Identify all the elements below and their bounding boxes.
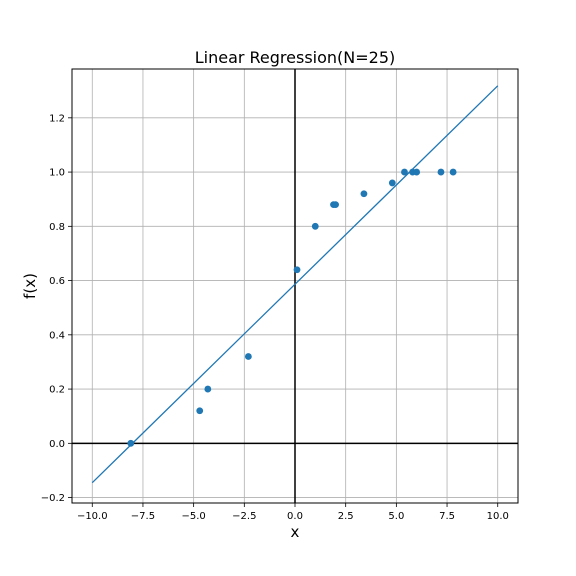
y-tick-label-7: 1.2 — [49, 113, 65, 124]
y-tick-label-6: 1.0 — [49, 168, 65, 179]
x-tick-label-2: −5.0 — [181, 511, 205, 522]
x-tick-label-5: 2.5 — [338, 511, 354, 522]
data-point-13 — [437, 168, 445, 176]
x-axis-label: x — [291, 523, 300, 541]
data-point-4 — [293, 266, 301, 274]
data-point-0 — [127, 439, 135, 447]
y-axis-label: f(x) — [21, 273, 39, 299]
x-tick-label-8: 10.0 — [487, 511, 509, 522]
reference-lines — [72, 69, 518, 503]
data-point-9 — [388, 179, 396, 187]
x-tick-label-6: 5.0 — [388, 511, 404, 522]
data-point-14 — [449, 168, 457, 176]
chart-title: Linear Regression(N=25) — [195, 48, 396, 67]
data-point-2 — [204, 385, 212, 393]
data-point-10 — [401, 168, 408, 176]
x-tick-label-4: 0.0 — [287, 511, 303, 522]
data-point-8 — [360, 190, 368, 198]
data-point-12 — [413, 168, 421, 176]
data-point-5 — [311, 222, 319, 230]
x-tick-label-7: 7.5 — [439, 511, 455, 522]
data-point-7 — [332, 201, 339, 209]
y-tick-label-4: 0.6 — [49, 276, 65, 287]
series-layer — [91, 85, 499, 484]
regression-line — [91, 85, 499, 484]
x-tick-label-1: −7.5 — [131, 511, 155, 522]
x-axis-ticks: −10.0 −7.5 −5.0 −2.5 0.0 2.5 5.0 7.5 10.0 — [77, 503, 509, 522]
y-tick-label-0: −0.2 — [41, 493, 65, 504]
y-tick-label-1: 0.0 — [49, 439, 65, 450]
x-tick-label-0: −10.0 — [77, 511, 108, 522]
x-tick-label-3: −2.5 — [232, 511, 256, 522]
y-axis-ticks: −0.2 0.0 0.2 0.4 0.6 0.8 1.0 1.2 — [41, 113, 72, 504]
data-point-3 — [244, 353, 252, 360]
y-tick-label-3: 0.4 — [49, 330, 65, 341]
data-point-1 — [196, 407, 204, 415]
y-tick-label-2: 0.2 — [49, 385, 65, 396]
y-tick-label-5: 0.8 — [49, 222, 65, 233]
